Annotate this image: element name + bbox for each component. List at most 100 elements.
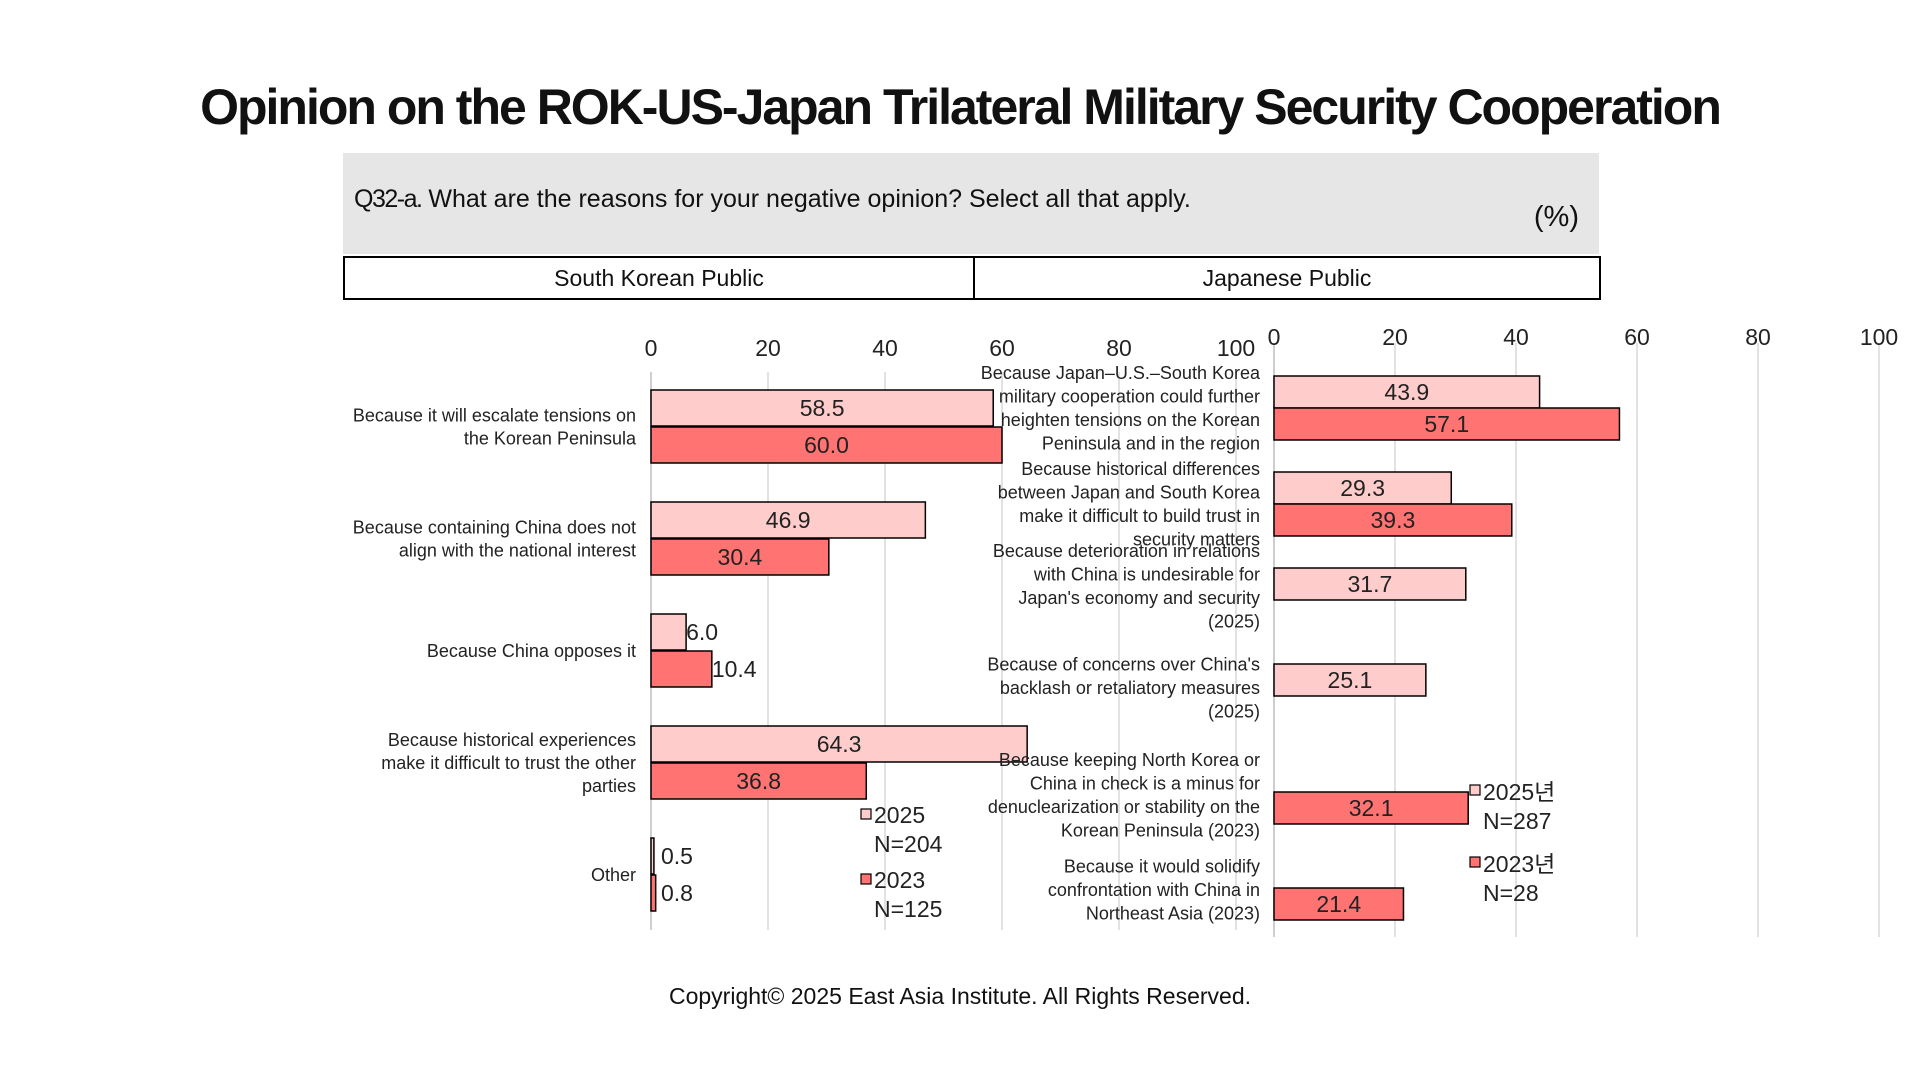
japan-category-label: backlash or retaliatory measures	[1000, 678, 1260, 698]
japan-data-label: 39.3	[1370, 507, 1415, 533]
japan-data-label: 32.1	[1349, 795, 1394, 821]
japan-category-label: Japan's economy and security	[1018, 588, 1260, 608]
korea-legend-label: 2025	[874, 802, 925, 828]
korea-category-label: the Korean Peninsula	[464, 429, 637, 449]
japan-data-label: 29.3	[1340, 475, 1385, 501]
header-japanese-public: Japanese Public	[973, 256, 1601, 300]
korea-category-label: Other	[591, 865, 636, 885]
japan-data-label: 31.7	[1348, 571, 1393, 597]
question-box: Q32-a. What are the reasons for your neg…	[343, 153, 1599, 254]
japan-data-label: 25.1	[1328, 667, 1373, 693]
page-title: Opinion on the ROK-US-Japan Trilateral M…	[200, 79, 1722, 135]
japan-bar-2023년	[1273, 887, 1405, 921]
korea-bar-2023	[650, 538, 830, 576]
question-id: Q32-a.	[354, 185, 423, 213]
korea-bar-2025	[650, 389, 994, 427]
korea-x-tick-label: 60	[989, 335, 1015, 361]
korea-legend-n: N=125	[874, 896, 942, 922]
japan-category-label: (2025)	[1208, 702, 1260, 722]
japan-category-label: military cooperation could further	[999, 386, 1260, 406]
korea-data-label: 58.5	[800, 395, 845, 421]
japan-category-label: confrontation with China in	[1048, 880, 1260, 900]
japan-data-label: 57.1	[1424, 411, 1469, 437]
japan-data-label: 21.4	[1316, 891, 1361, 917]
japan-category-label: Northeast Asia (2023)	[1086, 904, 1260, 924]
korea-category-label: Because it will escalate tensions on	[353, 406, 636, 426]
japan-category-label: Because deterioration in relations	[993, 541, 1260, 561]
japan-category-label: Because it would solidify	[1064, 857, 1260, 877]
japan-category-label: make it difficult to build trust in	[1019, 506, 1260, 526]
question-text: Q32-a. What are the reasons for your neg…	[354, 185, 1191, 214]
japan-category-label: between Japan and South Korea	[998, 482, 1261, 502]
japan-bar-2025년	[1273, 567, 1467, 601]
japan-bar-2025년	[1273, 663, 1427, 697]
korea-x-tick-label: 20	[755, 335, 781, 361]
japan-category-label: denuclearization or stability on the	[988, 797, 1260, 817]
japan-category-label: Because Japan–U.S.–South Korea	[981, 363, 1261, 383]
header-south-korean-public: South Korean Public	[343, 256, 975, 300]
japan-category-label: security matters	[1133, 529, 1260, 549]
korea-category-label: Because China opposes it	[427, 641, 636, 661]
korea-x-tick-label: 80	[1106, 335, 1132, 361]
korea-data-label: 0.5	[661, 843, 693, 869]
korea-category-label: Because historical experiences	[388, 730, 636, 750]
korea-data-label: 64.3	[817, 731, 862, 757]
korea-data-label: 30.4	[718, 544, 763, 570]
japan-legend-label: 2025년	[1483, 779, 1555, 805]
korea-data-label: 46.9	[766, 507, 811, 533]
japan-category-label: Peninsula and in the region	[1042, 433, 1260, 453]
japan-category-label: Korean Peninsula (2023)	[1061, 820, 1260, 840]
korea-legend-n: N=204	[874, 831, 943, 857]
korea-category-label: make it difficult to trust the other	[381, 753, 636, 773]
korea-data-label: 60.0	[804, 432, 849, 458]
korea-data-label: 6.0	[686, 619, 718, 645]
japan-legend-label: 2023년	[1483, 851, 1555, 877]
japan-legend-swatch	[1469, 856, 1481, 868]
korea-category-label: Because containing China does not	[353, 518, 636, 538]
korea-data-label: 10.4	[712, 656, 757, 682]
korea-bar-2023	[650, 426, 1003, 464]
japan-category-label: heighten tensions on the Korean	[1001, 410, 1260, 430]
korea-bar-2023	[650, 762, 868, 800]
korea-bar-2025	[650, 501, 927, 539]
korea-x-tick-label: 100	[1217, 335, 1255, 361]
korea-x-tick-label: 0	[645, 335, 658, 361]
japan-category-label: with China is undesirable for	[1033, 564, 1260, 584]
japan-category-label: Because historical differences	[1021, 459, 1260, 479]
korea-legend-swatch	[860, 808, 872, 820]
question-body: What are the reasons for your negative o…	[428, 185, 1191, 213]
korea-legend-swatch	[860, 873, 872, 885]
japan-legend-n: N=287	[1483, 808, 1551, 834]
korea-bar-2025	[650, 725, 1028, 763]
japan-legend-swatch	[1469, 784, 1481, 796]
unit-label: (%)	[1533, 201, 1579, 233]
japan-data-label: 43.9	[1384, 379, 1429, 405]
korea-bar-2025	[650, 613, 687, 651]
japan-x-tick-label: 20	[1382, 324, 1408, 350]
copyright: Copyright© 2025 East Asia Institute. All…	[668, 983, 1252, 1009]
japan-bar-2023년	[1273, 791, 1469, 825]
japan-bar-2023년	[1273, 407, 1621, 441]
korea-bar-2023	[650, 874, 657, 912]
japan-category-label: China in check is a minus for	[1030, 773, 1260, 793]
korea-category-label: parties	[582, 776, 636, 796]
japan-x-tick-label: 0	[1268, 324, 1281, 350]
japan-x-tick-label: 100	[1860, 324, 1898, 350]
japan-legend-n: N=28	[1483, 880, 1539, 906]
korea-data-label: 0.8	[661, 880, 693, 906]
korea-bar-2025	[650, 837, 655, 875]
japan-bar-2025년	[1273, 375, 1541, 409]
korea-data-label: 36.8	[736, 768, 781, 794]
japan-bar-2025년	[1273, 471, 1453, 505]
japan-x-tick-label: 40	[1503, 324, 1529, 350]
japan-x-tick-label: 60	[1624, 324, 1650, 350]
korea-legend-label: 2023	[874, 867, 925, 893]
korea-x-tick-label: 40	[872, 335, 898, 361]
japan-category-label: (2025)	[1208, 611, 1260, 631]
japan-category-label: Because of concerns over China's	[987, 655, 1260, 675]
japan-x-tick-label: 80	[1745, 324, 1771, 350]
korea-category-label: align with the national interest	[399, 541, 636, 561]
japan-bar-2023년	[1273, 503, 1513, 537]
korea-bar-2023	[650, 650, 713, 688]
